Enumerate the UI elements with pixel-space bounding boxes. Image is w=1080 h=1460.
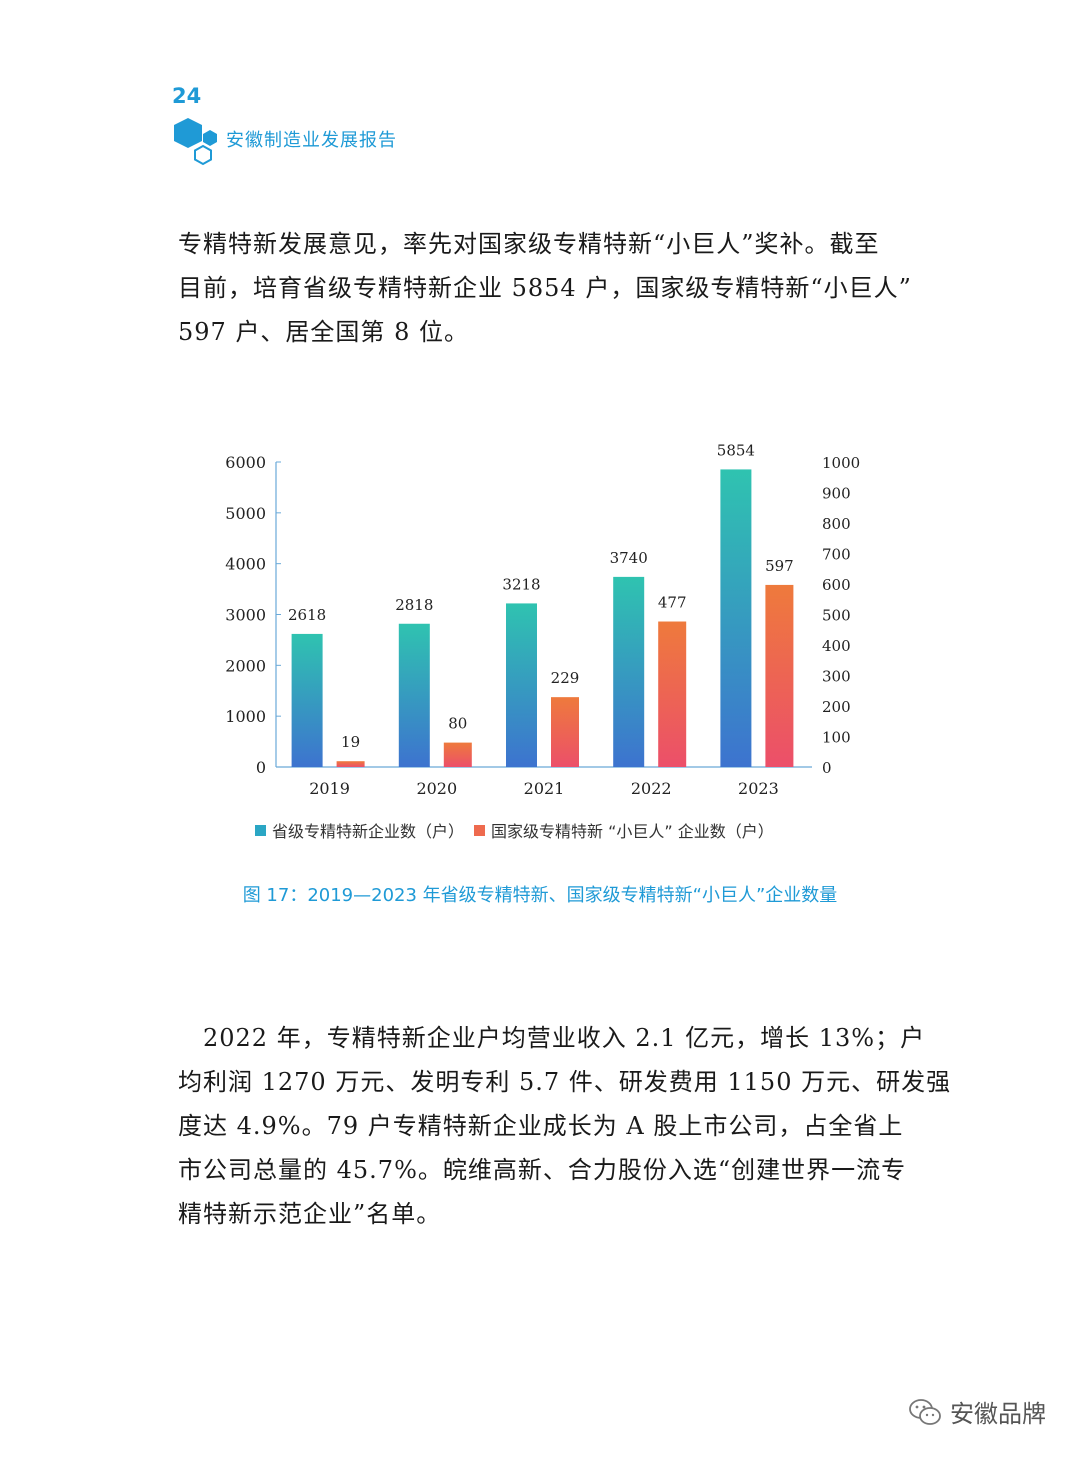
- legend-item-national: 国家级专精特新 “小巨人” 企业数（户）: [474, 818, 774, 842]
- bar-provincial-2023: [720, 469, 752, 767]
- watermark: 安徽品牌: [908, 1394, 1046, 1429]
- data-label-provincial-2019: 2618: [288, 606, 326, 624]
- page-number: 24: [172, 84, 202, 108]
- bar-national-2021: [551, 697, 579, 767]
- right-tick-label: 300: [822, 668, 851, 686]
- bar-provincial-2021: [506, 603, 537, 767]
- figure-caption: 图 17：2019—2023 年省级专精特新、国家级专精特新“小巨人”企业数量: [242, 885, 838, 906]
- text-line: 市公司总量的 45.7%。皖维高新、合力股份入选“创建世界一流专: [178, 1156, 907, 1184]
- x-tick-label: 2020: [416, 779, 457, 798]
- bar-national-2022: [658, 621, 687, 767]
- book-title: 安徽制造业发展报告: [226, 130, 397, 151]
- text-line: 均利润 1270 万元、发明专利 5.7 件、研发费用 1150 万元、研发强: [178, 1068, 952, 1096]
- watermark-text: 安徽品牌: [950, 1400, 1046, 1428]
- bar-provincial-2019: [291, 633, 323, 767]
- bar-provincial-2022: [613, 576, 645, 767]
- left-tick-label: 6000: [225, 453, 266, 472]
- bar-national-2020: [443, 742, 472, 767]
- left-tick-label: 4000: [225, 555, 266, 574]
- right-tick-label: 400: [822, 637, 851, 655]
- right-tick-label: 500: [822, 607, 851, 625]
- left-tick-label: 0: [256, 758, 266, 777]
- x-tick-label: 2019: [309, 779, 350, 798]
- hexagon-logo-icon: [174, 118, 217, 166]
- data-label-provincial-2022: 3740: [610, 549, 648, 567]
- right-tick-label: 600: [822, 576, 851, 594]
- bar-national-2023: [765, 584, 794, 767]
- right-tick-label: 900: [822, 485, 851, 503]
- x-tick-label: 2022: [631, 779, 672, 798]
- data-label-national-2022: 477: [658, 594, 687, 612]
- left-tick-label: 3000: [225, 606, 266, 625]
- data-label-provincial-2023: 5854: [717, 441, 755, 459]
- bar-provincial-2020: [398, 623, 430, 767]
- data-label-national-2019: 19: [341, 733, 360, 751]
- right-tick-label: 200: [822, 698, 851, 716]
- x-tick-label: 2023: [738, 779, 779, 798]
- legend-swatch-provincial: [255, 824, 266, 836]
- left-tick-label: 5000: [225, 504, 266, 523]
- paragraph-1: 专精特新发展意见，率先对国家级专精特新“小巨人”奖补。截至 目前，培育省级专精特…: [178, 222, 912, 354]
- left-tick-label: 2000: [225, 656, 266, 675]
- right-tick-label: 800: [822, 515, 851, 533]
- left-tick-label: 1000: [225, 707, 266, 726]
- bar-national-2019: [336, 761, 365, 767]
- text-line: 2022 年，专精特新企业户均营业收入 2.1 亿元，增长 13%；户: [178, 1024, 926, 1052]
- text-line: 597 户、居全国第 8 位。: [178, 318, 469, 346]
- data-label-provincial-2020: 2818: [395, 596, 433, 614]
- legend-swatch-national: [474, 824, 486, 836]
- data-label-national-2021: 229: [551, 669, 580, 687]
- legend-label-national: 国家级专精特新 “小巨人” 企业数（户）: [491, 822, 774, 841]
- text-line: 精特新示范企业”名单。: [178, 1200, 442, 1228]
- bar-chart: 0 1000 2000 3000 4000 5000 6000 0 100 200 300 400 50…: [225, 441, 860, 798]
- text-line: 目前，培育省级专精特新企业 5854 户，国家级专精特新“小巨人”: [178, 274, 912, 302]
- legend-item-provincial: 省级专精特新企业数（户）: [255, 818, 464, 842]
- text-line: 专精特新发展意见，率先对国家级专精特新“小巨人”奖补。截至: [178, 230, 880, 258]
- legend-label-provincial: 省级专精特新企业数（户）: [272, 822, 465, 841]
- wechat-icon: [909, 1398, 941, 1425]
- data-label-national-2023: 597: [765, 557, 794, 575]
- data-label-provincial-2021: 3218: [502, 575, 540, 593]
- data-label-national-2020: 80: [448, 715, 467, 733]
- x-tick-label: 2021: [524, 779, 565, 798]
- right-tick-label: 700: [822, 546, 851, 564]
- right-tick-label: 1000: [822, 454, 860, 472]
- text-line: 度达 4.9%。79 户专精特新企业成长为 A 股上市公司，占全省上: [178, 1112, 904, 1140]
- paragraph-2: 2022 年，专精特新企业户均营业收入 2.1 亿元，增长 13%；户 均利润 …: [178, 1016, 952, 1236]
- right-tick-label: 100: [822, 729, 851, 747]
- chart-legend: 省级专精特新企业数（户） 国家级专精特新 “小巨人” 企业数（户）: [255, 818, 784, 842]
- right-tick-label: 0: [822, 759, 832, 777]
